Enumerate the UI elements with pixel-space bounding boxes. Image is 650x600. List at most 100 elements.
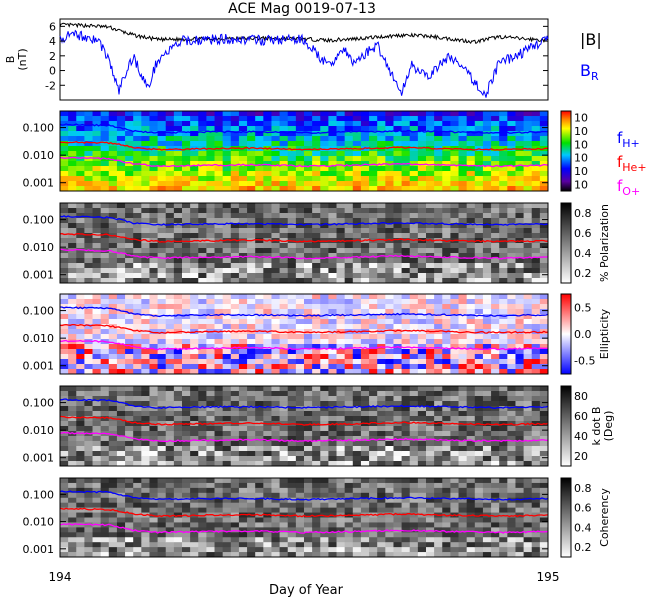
spectrogram-cell [222,478,232,484]
spectrogram-cell [295,512,305,518]
spectrogram-cell [198,243,207,249]
spectrogram-cell [238,416,248,422]
spectrogram-cell [287,299,297,305]
spectrogram-cell [531,203,541,209]
spectrogram-cell [295,482,305,489]
spectrogram-cell [385,406,394,412]
spectrogram-cell [401,396,411,402]
spectrogram-cell [125,354,134,360]
spectrogram-cell [377,208,386,214]
spectrogram-cell [393,166,402,172]
spectrogram-cell [92,243,102,249]
spectrogram-cell [320,121,329,127]
spectrogram-cell [84,324,93,330]
spectrogram-cell [458,461,468,467]
gyrofrequency-line-fO+ [60,156,549,168]
spectrogram-cell [360,294,370,300]
spectrogram-cell [515,547,524,553]
spectrogram-cell [531,278,541,284]
spectrogram-cell [279,111,289,117]
spectrogram-cell [149,208,158,214]
spectrogram-cell [133,171,142,177]
spectrogram-cell [458,126,468,132]
spectrogram-cell [539,131,549,137]
spectrogram-cell [377,156,386,162]
spectrogram-cell [263,228,272,234]
spectrogram-cell [417,161,427,167]
spectrogram-cell [173,218,183,224]
spectrogram-cell [499,426,508,432]
spectrogram-cell [92,126,102,132]
spectrogram-cell [344,478,354,484]
spectrogram-cell [482,329,492,335]
spectrogram-cell [442,278,451,284]
spectrogram-cell [539,319,549,325]
spectrogram-cell [385,487,394,494]
spectrogram-cell [157,552,167,558]
spectrogram-cell [507,171,516,177]
spectrogram-cell [271,141,280,147]
spectrogram-cell [157,126,167,132]
spectrogram-cell [76,334,85,340]
spectrogram-cell [238,507,248,513]
spectrogram-cell [458,456,468,462]
spectrogram-cell [165,233,175,239]
spectrogram-cell [393,507,402,513]
spectrogram-cell [190,299,199,305]
spectrogram-cell [92,304,102,310]
spectrogram-cell [76,349,85,355]
spectrogram-cell [92,456,102,462]
spectrogram-cell [352,213,362,219]
spectrogram-cell [84,391,93,397]
spectrogram-cell [344,258,354,264]
spectrogram-cell [263,166,272,172]
spectrogram-cell [214,334,224,340]
spectrogram-cell [417,176,427,182]
spectrogram-cell [206,213,215,219]
spectrogram-cell [507,314,516,320]
spectrogram-cell [369,324,378,330]
spectrogram-cell [100,401,110,407]
spectrogram-cell [263,309,272,315]
spectrogram-cell [458,218,468,224]
spectrogram-cell [458,502,468,509]
spectrogram-cell [92,401,102,407]
spectrogram-cell [295,121,305,127]
spectrogram-cell [442,253,451,259]
spectrogram-cell [92,334,102,340]
spectrogram-cell [482,478,492,484]
spectrogram-cell [133,497,142,504]
spectrogram-cell [336,359,346,365]
spectrogram-cell [539,273,549,279]
spectrogram-cell [344,492,354,499]
spectrogram-cell [393,542,402,548]
spectrogram-cell [173,121,183,127]
colorbar [560,477,572,558]
spectrogram-cell [206,334,215,340]
spectrogram-cell [182,492,191,499]
spectrogram-cell [255,131,264,137]
spectrogram-cell [108,461,118,467]
spectrogram-cell [133,121,142,127]
spectrogram-cell [401,319,411,325]
spectrogram-cell [352,502,362,509]
spectrogram-cell [393,186,402,192]
spectrogram-cell [515,478,524,484]
spectrogram-cell [198,451,207,457]
spectrogram-cell [141,121,150,127]
spectrogram-cell [393,441,402,447]
spectrogram-cell [255,218,264,224]
spectrogram-cell [92,278,102,284]
spectrogram-cell [352,359,362,365]
spectrogram-cell [393,532,402,538]
spectrogram-cell [279,131,289,137]
spectrogram-cell [76,248,85,254]
spectrogram-cell [76,416,85,422]
spectrogram-cell [377,396,386,402]
spectrogram-cell [92,364,102,370]
spectrogram-cell [238,304,248,310]
spectrogram-cell [377,537,386,543]
spectrogram-cell [116,146,126,152]
spectrogram-cell [84,278,93,284]
spectrogram-cell [165,309,175,315]
